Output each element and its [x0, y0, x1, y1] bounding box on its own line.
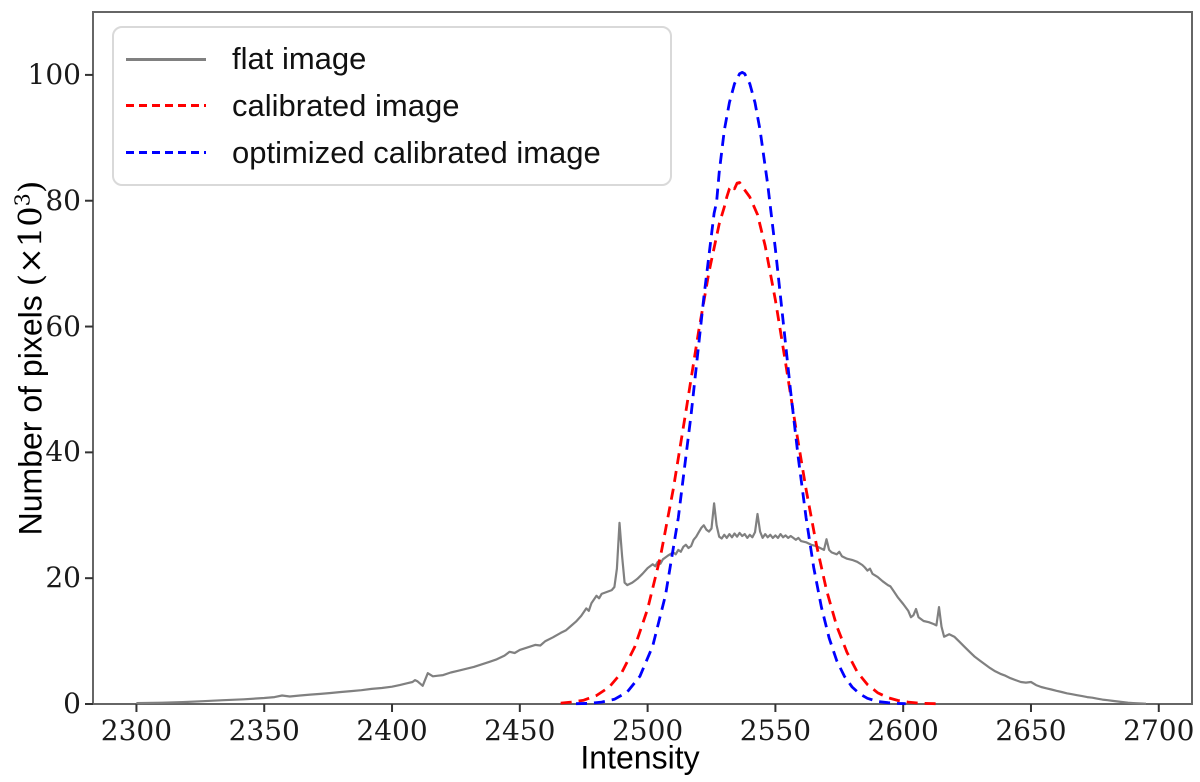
series-line-0	[136, 502, 1147, 705]
legend-label-flat-image: flat image	[232, 41, 367, 77]
legend-swatch-0	[126, 57, 206, 61]
x-tick-label: 2300	[100, 714, 173, 747]
y-axis-label-exponent: 3	[10, 193, 35, 207]
x-axis-label: Intensity	[580, 739, 700, 776]
x-tick-label: 2400	[356, 714, 428, 747]
y-tick-label: 0	[63, 687, 81, 720]
y-tick-label: 40	[45, 435, 81, 469]
y-axis-label: Number of pixels (×103)	[11, 181, 50, 536]
series-line-1	[560, 181, 937, 706]
series-line-2	[575, 71, 906, 706]
x-tick-label: 2700	[1123, 714, 1195, 747]
x-tick-label: 2500	[611, 714, 684, 747]
x-tick-label: 2450	[484, 714, 556, 747]
y-tick-label: 60	[45, 309, 81, 343]
x-tick-label: 2350	[228, 714, 300, 747]
x-tick-label: 2550	[739, 714, 812, 747]
x-tick-label: 2600	[867, 714, 939, 747]
legend-item-flat-image: flat image	[126, 42, 670, 76]
y-tick-label: 80	[45, 183, 81, 217]
legend-swatch-2	[126, 151, 206, 155]
legend-label-calibrated-image: calibrated image	[232, 87, 460, 123]
y-tick-label: 20	[45, 561, 81, 595]
y-axis-label-paren-close: )	[11, 180, 50, 194]
legend-swatch-1	[126, 104, 206, 108]
legend: flat image calibrated image optimized ca…	[112, 26, 672, 186]
y-axis-label-paren-open: (	[11, 273, 50, 287]
legend-item-optimized-calibrated-image: optimized calibrated image	[126, 134, 670, 170]
legend-item-calibrated-image: calibrated image	[126, 87, 670, 123]
y-axis-label-times-ten: ×10	[11, 206, 50, 274]
x-tick-label: 2650	[995, 714, 1067, 747]
y-axis-label-text: Number of pixels	[12, 286, 49, 536]
legend-label-optimized-calibrated-image: optimized calibrated image	[232, 134, 601, 170]
y-tick-label: 100	[27, 57, 81, 91]
